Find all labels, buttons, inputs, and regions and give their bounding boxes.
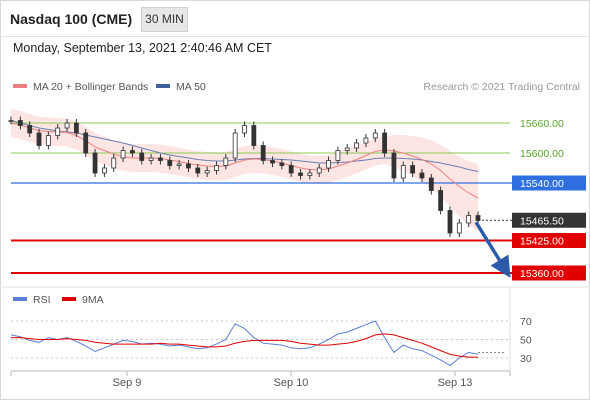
price-candle-31: [298, 172, 303, 176]
moving-averages: [10, 120, 479, 199]
price-candle-0: [8, 120, 14, 122]
price-candle-11: [111, 157, 117, 169]
price-candle-10: [102, 167, 107, 174]
price-candle-21: [204, 170, 210, 174]
price-levels: 15660.00 15600.00 15540.00 15465.50 15425.00…: [11, 118, 586, 281]
price-candle-23: [223, 157, 229, 166]
price-candle-28: [270, 160, 275, 164]
rsi-line: [10, 320, 479, 367]
level-label-5: 15360.00: [520, 268, 564, 280]
price-candle-40: [382, 132, 388, 154]
forecast: [474, 221, 511, 278]
price-candle-42: [400, 165, 406, 179]
price-candle-16: [158, 157, 163, 161]
bollinger-band-area: [11, 109, 478, 232]
price-series: [8, 116, 481, 237]
price-candle-25: [242, 125, 247, 134]
price-candle-9: [92, 152, 98, 174]
price-candle-45: [428, 177, 434, 191]
legend-ma20-label: MA 20 + Bollinger Bands: [33, 81, 148, 93]
rsi-series: 70 50 30: [10, 316, 532, 367]
price-candle-43: [410, 165, 416, 174]
price-candle-20: [195, 167, 201, 174]
rsi-tick-label-1: 50: [520, 335, 532, 347]
price-candle-44: [419, 172, 425, 179]
chart-header: Nasdaq 100 (CME) 30 MIN: [0, 0, 588, 37]
price-candle-24: [232, 132, 238, 159]
forecast-arrow: [474, 221, 511, 278]
level-box-5: [512, 265, 586, 281]
price-candle-50: [475, 215, 481, 221]
price-candle-22: [214, 165, 219, 171]
price-candle-15: [148, 157, 154, 161]
x-axis-ticks: Sep 9 Sep 10 Sep 13: [10, 371, 511, 389]
rsi-tick-label-0: 70: [520, 316, 532, 328]
price-candle-36: [344, 147, 350, 151]
price-candle-39: [372, 132, 378, 139]
price-candle-2: [27, 125, 33, 134]
legend-rsi-swatch: [13, 297, 27, 301]
price-candle-30: [288, 165, 294, 174]
legend-9ma-swatch: [62, 297, 76, 301]
price-candle-34: [326, 160, 331, 169]
interval-button[interactable]: 30 MIN: [141, 7, 188, 32]
price-candle-6: [64, 122, 70, 129]
price-candle-17: [167, 160, 173, 166]
price-candle-49: [466, 215, 472, 224]
x-tick-label-0: Sep 9: [113, 377, 142, 389]
price-candle-1: [17, 120, 23, 126]
level-label-2: 15540.00: [520, 178, 564, 190]
rsi-tick-label-2: 30: [520, 353, 532, 365]
legend-9ma-label: 9MA: [82, 294, 104, 306]
price-candle-35: [335, 150, 341, 161]
price-candle-33: [316, 167, 322, 174]
x-tick-label-2: Sep 13: [438, 377, 473, 389]
legend-ma20-swatch: [13, 84, 27, 88]
price-candle-5: [55, 127, 61, 136]
price-candle-41: [391, 152, 397, 179]
level-box-4: [512, 233, 586, 248]
timestamp: Monday, September 13, 2021 2:40:46 AM CE…: [13, 41, 272, 55]
price-candle-7: [73, 122, 79, 134]
price-candle-13: [130, 150, 135, 154]
price-candle-14: [139, 152, 145, 161]
instrument-title: Nasdaq 100 (CME): [10, 11, 133, 27]
price-candle-32: [307, 172, 313, 176]
level-box-2: [512, 175, 586, 191]
price-candle-3: [36, 132, 42, 146]
legend-ma50-label: MA 50: [176, 81, 206, 93]
price-candle-12: [120, 150, 126, 159]
level-label-3: 15465.50: [520, 215, 564, 227]
price-candle-38: [363, 137, 369, 144]
price-candle-27: [260, 145, 266, 161]
research-credit: Research © 2021 Trading Central: [423, 81, 580, 93]
price-candle-37: [354, 142, 359, 149]
price-candle-26: [251, 125, 257, 146]
bollinger-band: [11, 109, 478, 232]
level-box-3: [512, 212, 586, 228]
price-candle-47: [447, 210, 453, 234]
level-label-4: 15425.00: [520, 236, 564, 248]
price-candle-46: [438, 190, 444, 211]
price-candle-29: [279, 162, 285, 166]
price-candle-4: [45, 135, 51, 146]
price-candle-19: [186, 163, 191, 169]
level-label-0: 15660.00: [520, 118, 564, 130]
price-candle-48: [456, 222, 462, 234]
level-label-1: 15600.00: [520, 148, 564, 160]
price-candle-18: [176, 163, 182, 166]
ma20-line: [10, 122, 479, 199]
price-candle-8: [83, 132, 89, 154]
x-tick-label-1: Sep 10: [274, 377, 309, 389]
legend-rsi-label: RSI: [33, 294, 51, 306]
ma50-line: [10, 120, 479, 172]
9ma-line: [11, 333, 478, 358]
legend-ma50-swatch: [156, 84, 170, 88]
